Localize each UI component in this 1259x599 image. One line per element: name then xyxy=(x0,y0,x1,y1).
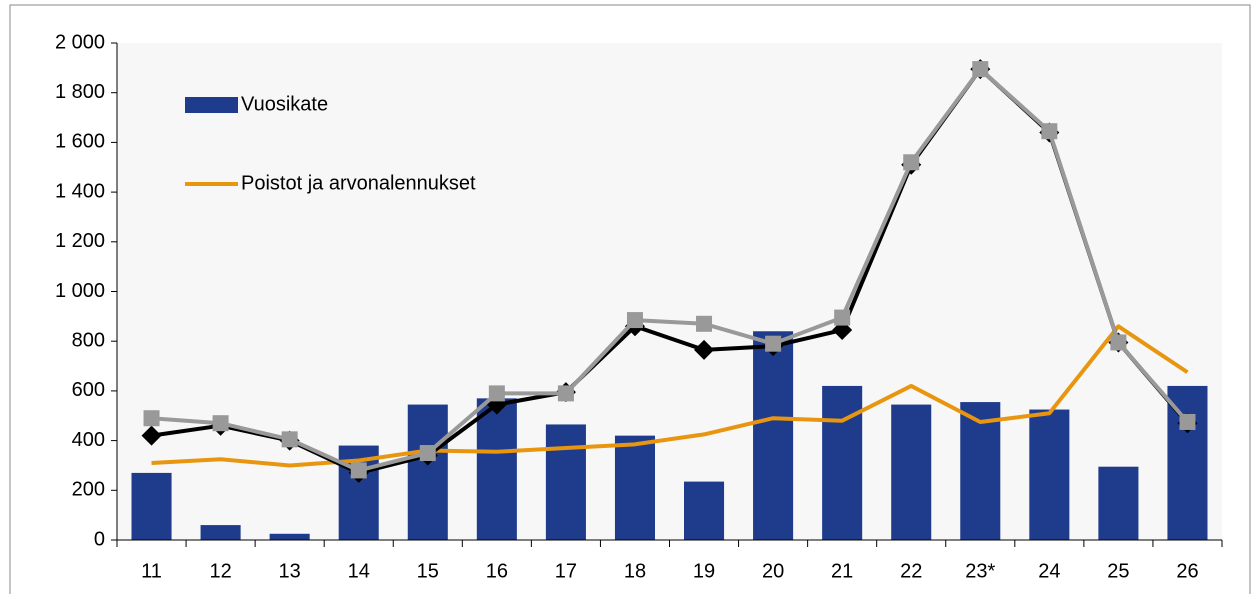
x-tick-label: 24 xyxy=(1038,560,1060,582)
y-tick-label: 1 200 xyxy=(55,230,105,252)
marker xyxy=(972,61,989,78)
x-tick-label: 16 xyxy=(486,560,508,582)
bar xyxy=(1167,385,1208,540)
y-tick-label: 0 xyxy=(94,528,105,550)
x-tick-label: 19 xyxy=(693,560,715,582)
legend-label: Vuosikate xyxy=(241,93,328,115)
bar xyxy=(131,472,172,540)
marker xyxy=(488,385,505,402)
x-tick-label: 20 xyxy=(762,560,784,582)
legend-label: Poistot ja arvonalennukset xyxy=(241,172,476,194)
x-tick-label: 18 xyxy=(624,560,646,582)
y-tick-label: 800 xyxy=(72,329,105,351)
bar xyxy=(614,435,655,540)
marker xyxy=(1041,123,1058,140)
x-tick-label: 22 xyxy=(900,560,922,582)
bar xyxy=(407,404,448,540)
x-tick-label: 15 xyxy=(417,560,439,582)
y-tick-label: 400 xyxy=(72,429,105,451)
x-tick-label: 23* xyxy=(965,560,995,582)
marker xyxy=(1179,413,1196,430)
bar xyxy=(753,331,794,540)
marker xyxy=(419,445,436,462)
bar xyxy=(1098,466,1139,540)
marker xyxy=(765,335,782,352)
marker xyxy=(350,462,367,479)
y-tick-label: 200 xyxy=(72,479,105,501)
marker xyxy=(141,425,162,446)
y-tick-label: 1 000 xyxy=(55,280,105,302)
line xyxy=(151,67,1189,473)
x-tick-label: 12 xyxy=(209,560,231,582)
bar xyxy=(684,481,725,540)
x-tick-label: 25 xyxy=(1107,560,1129,582)
bar xyxy=(822,385,863,540)
x-tick-label: 11 xyxy=(141,560,162,582)
marker xyxy=(694,339,715,360)
bar xyxy=(200,525,241,540)
marker xyxy=(143,410,160,427)
bar xyxy=(269,533,310,540)
legend-swatch xyxy=(185,97,238,113)
bar xyxy=(891,404,932,540)
y-tick-label: 1 400 xyxy=(55,180,105,202)
x-tick-label: 26 xyxy=(1176,560,1198,582)
marker xyxy=(212,415,229,432)
y-tick-label: 1 600 xyxy=(55,131,105,153)
marker xyxy=(696,315,713,332)
y-tick-label: 600 xyxy=(72,379,105,401)
x-tick-label: 17 xyxy=(555,560,577,582)
marker xyxy=(557,385,574,402)
marker xyxy=(281,431,298,448)
x-tick-label: 14 xyxy=(348,560,370,582)
bar xyxy=(476,398,517,540)
bar xyxy=(1029,409,1070,540)
marker xyxy=(626,312,643,329)
x-tick-label: 21 xyxy=(831,560,853,582)
marker xyxy=(1110,334,1127,351)
marker xyxy=(903,154,920,171)
y-tick-label: 1 800 xyxy=(55,81,105,103)
line xyxy=(151,324,1189,468)
bar xyxy=(960,402,1001,540)
marker xyxy=(834,309,851,326)
y-tick-label: 2 000 xyxy=(55,31,105,53)
x-tick-label: 13 xyxy=(279,560,301,582)
bar xyxy=(545,424,586,540)
